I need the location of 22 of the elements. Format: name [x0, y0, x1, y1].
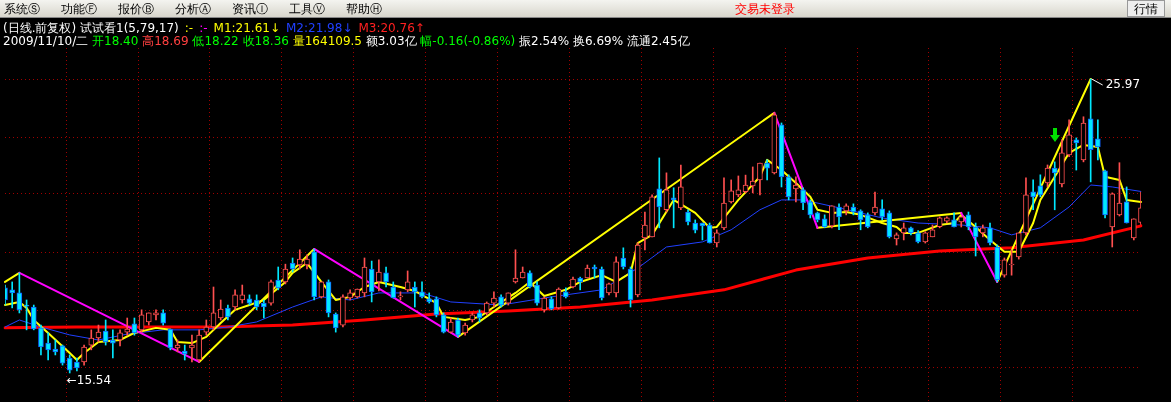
text: :- — [199, 21, 208, 35]
text: 行情 — [1127, 0, 1165, 17]
candlestick — [9, 281, 16, 309]
text: 交易未登录 — [735, 1, 795, 18]
text: M1:21.61↓ — [213, 21, 280, 35]
text: 2009/11/10/二 开18.40 高18.69 低18.22 收18.36 量164109.5 额3.03亿 幅-0.16(-0.86%) 振2.54% 换6.69% 流通2.45亿 — [3, 34, 690, 48]
text: 工具Ⓥ — [289, 1, 325, 18]
text: 资讯Ⓘ — [232, 1, 268, 18]
text: M3:20.76↑ — [358, 21, 425, 35]
candlestick — [1030, 179, 1036, 211]
text: 分析Ⓐ — [175, 1, 211, 18]
candlestick — [1095, 119, 1101, 161]
text: M2:21.98↓ — [286, 21, 353, 35]
candlestick — [1051, 161, 1058, 211]
text: :- — [184, 21, 194, 35]
chart-title: (日线.前复权) 试试看1(5,79,17) — [3, 21, 179, 35]
text: 报价Ⓑ — [118, 1, 154, 18]
text: 系统Ⓢ — [4, 1, 40, 18]
annotation: ←15.54 — [66, 373, 112, 388]
text: 功能Ⓕ — [61, 1, 97, 18]
text: 帮助Ⓗ — [346, 1, 382, 18]
annotation: 25.97 — [1105, 77, 1141, 92]
